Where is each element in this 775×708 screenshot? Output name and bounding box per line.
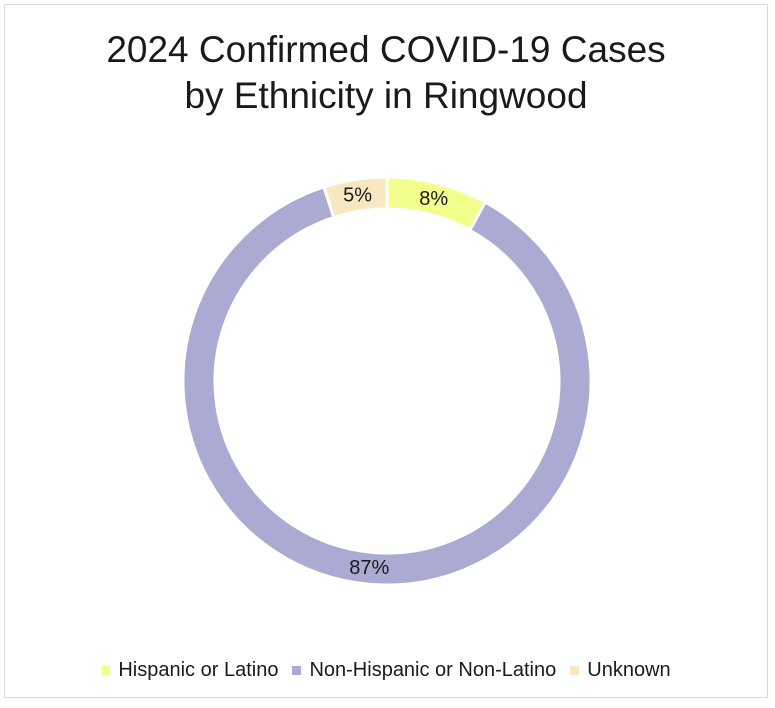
donut-slice-unknown [322, 175, 389, 220]
legend-label-non-hispanic: Non-Hispanic or Non-Latino [309, 659, 557, 681]
slice-label-unknown: 5% [343, 184, 372, 206]
donut-slice-labels: 8% 87% 5% [343, 184, 448, 579]
donut-chart: 8% 87% 5% [181, 175, 593, 587]
legend-item-non-hispanic: Non-Hispanic or Non-Latino [292, 659, 556, 682]
slice-label-hispanic: 8% [419, 188, 448, 210]
legend-swatch-non-hispanic [292, 666, 302, 675]
donut-slice-non-hispanic [181, 185, 593, 587]
chart-title: 2024 Confirmed COVID-19 Cases by Ethnici… [5, 27, 767, 119]
legend-item-hispanic: Hispanic or Latino [101, 659, 278, 682]
legend-item-unknown: Unknown [570, 659, 671, 682]
legend-swatch-hispanic [101, 666, 111, 675]
chart-title-line-1: 2024 Confirmed COVID-19 Cases [106, 29, 666, 70]
chart-frame: 2024 Confirmed COVID-19 Cases by Ethnici… [4, 4, 768, 698]
slice-label-non-hispanic: 87% [349, 557, 389, 579]
chart-legend: Hispanic or Latino Non-Hispanic or Non-L… [5, 659, 767, 682]
chart-title-line-2: by Ethnicity in Ringwood [184, 75, 588, 116]
legend-label-unknown: Unknown [587, 659, 671, 681]
legend-swatch-unknown [570, 666, 580, 675]
donut-slices [181, 175, 593, 587]
legend-label-hispanic: Hispanic or Latino [118, 659, 279, 681]
